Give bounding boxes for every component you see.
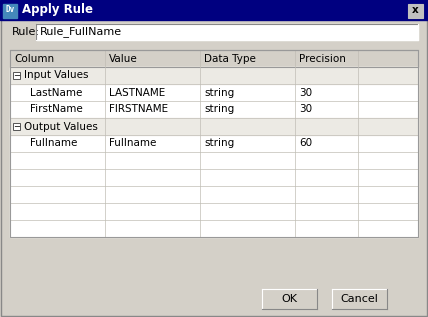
Bar: [332, 289, 387, 309]
Bar: [10, 118, 418, 135]
Bar: [10, 203, 418, 220]
Bar: [10, 118, 418, 135]
Text: x: x: [412, 5, 419, 15]
Bar: [262, 289, 317, 309]
Text: Value: Value: [109, 54, 138, 63]
Bar: [10, 101, 418, 118]
Text: Output Values: Output Values: [24, 121, 98, 132]
Text: Input Values: Input Values: [24, 70, 89, 81]
Bar: [36, 24, 418, 40]
Text: Cancel: Cancel: [341, 294, 378, 304]
Text: string: string: [204, 87, 234, 98]
Text: 30: 30: [299, 87, 312, 98]
Text: Apply Rule: Apply Rule: [22, 3, 93, 16]
Bar: [10, 50, 418, 67]
Text: −: −: [13, 122, 20, 131]
Bar: [0, 0, 428, 20]
Text: LastName: LastName: [30, 87, 82, 98]
Text: Rule:: Rule:: [12, 27, 40, 37]
Bar: [10, 135, 418, 152]
Bar: [10, 50, 418, 237]
Bar: [10, 220, 418, 237]
Bar: [10, 186, 418, 203]
Text: string: string: [204, 105, 234, 114]
Text: Column: Column: [14, 54, 54, 63]
Text: Fullname: Fullname: [30, 139, 77, 148]
Text: −: −: [13, 71, 20, 80]
Bar: [13, 72, 20, 79]
Text: 60: 60: [299, 139, 312, 148]
Bar: [10, 67, 418, 84]
Bar: [10, 169, 418, 186]
Text: Precision: Precision: [299, 54, 346, 63]
Text: Fullname: Fullname: [109, 139, 156, 148]
Text: Rule_FullName: Rule_FullName: [40, 27, 122, 37]
Bar: [10, 67, 418, 84]
Text: Data Type: Data Type: [204, 54, 256, 63]
Text: FirstName: FirstName: [30, 105, 83, 114]
Bar: [3, 4, 17, 18]
Text: 30: 30: [299, 105, 312, 114]
Text: FIRSTNAME: FIRSTNAME: [109, 105, 168, 114]
Bar: [10, 152, 418, 169]
Bar: [408, 4, 423, 18]
Text: string: string: [204, 139, 234, 148]
Bar: [10, 84, 418, 101]
Text: Dv: Dv: [6, 5, 15, 15]
Text: OK: OK: [282, 294, 297, 304]
Bar: [13, 123, 20, 130]
Text: LASTNAME: LASTNAME: [109, 87, 165, 98]
